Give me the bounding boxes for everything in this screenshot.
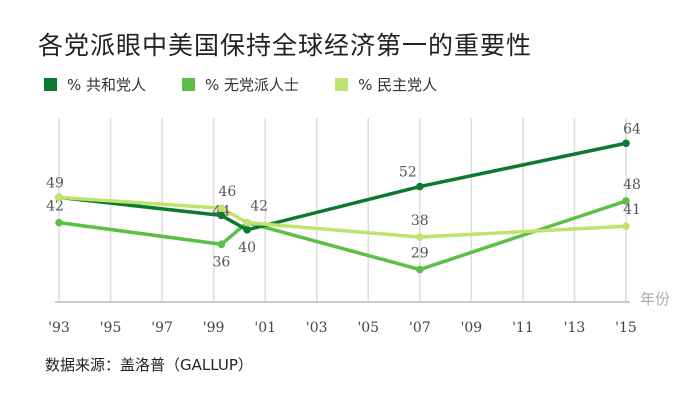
data-label: 40 xyxy=(238,240,256,256)
x-tick-label: '05 xyxy=(357,320,379,336)
x-tick-label: '09 xyxy=(461,320,483,336)
data-label: 29 xyxy=(411,246,429,262)
x-tick-label: '95 xyxy=(100,320,122,336)
data-point xyxy=(55,193,63,202)
chart-title: 各党派眼中美国保持全球经济第一的重要性 xyxy=(38,31,533,60)
x-tick-label: '15 xyxy=(615,320,637,336)
data-point xyxy=(622,197,630,205)
data-label: 36 xyxy=(212,254,230,270)
data-point xyxy=(55,218,63,227)
series-line xyxy=(58,195,627,239)
x-tick-label: '13 xyxy=(564,320,586,336)
data-point xyxy=(217,204,226,212)
legend-label: % 民主党人 xyxy=(358,76,438,94)
legend-item-independent: % 无党派人士 xyxy=(182,74,299,95)
data-point xyxy=(217,211,226,220)
data-label: 42 xyxy=(250,199,268,215)
x-tick-label: '99 xyxy=(203,320,225,336)
legend-swatch xyxy=(182,78,196,91)
data-point xyxy=(622,139,630,148)
data-point xyxy=(622,222,630,231)
data-label: 52 xyxy=(399,165,417,181)
data-point xyxy=(217,240,226,249)
x-tick-label: '03 xyxy=(306,320,328,336)
data-point xyxy=(416,233,424,241)
data-label: 49 xyxy=(46,175,64,191)
data-label: 64 xyxy=(623,121,641,137)
data-point xyxy=(416,265,424,274)
legend-item-republican: % 共和党人 xyxy=(44,74,146,95)
series-line xyxy=(58,199,627,272)
data-label: 48 xyxy=(623,177,641,193)
x-axis-label: 年份 xyxy=(640,290,670,308)
legend-swatch xyxy=(335,78,349,91)
series-line xyxy=(58,141,627,232)
legend: % 共和党人 % 无党派人士 % 民主党人 xyxy=(44,74,473,95)
x-tick-label: '97 xyxy=(151,320,173,336)
data-point xyxy=(243,226,251,234)
data-label: 41 xyxy=(623,202,641,218)
x-tick-label: '93 xyxy=(48,320,70,336)
data-label: 38 xyxy=(411,213,429,229)
legend-swatch xyxy=(44,78,57,91)
legend-label: % 无党派人士 xyxy=(205,76,300,94)
x-tick-label: '07 xyxy=(409,320,431,336)
data-point xyxy=(243,218,251,227)
legend-label: % 共和党人 xyxy=(67,76,147,94)
source-note: 数据来源：盖洛普（GALLUP） xyxy=(45,356,253,374)
x-tick-label: '01 xyxy=(254,320,276,336)
data-point xyxy=(416,182,424,191)
data-label: 46 xyxy=(218,184,236,200)
x-tick-label: '11 xyxy=(512,320,534,336)
legend-item-democrat: % 民主党人 xyxy=(335,74,437,95)
data-label: 42 xyxy=(46,199,64,215)
